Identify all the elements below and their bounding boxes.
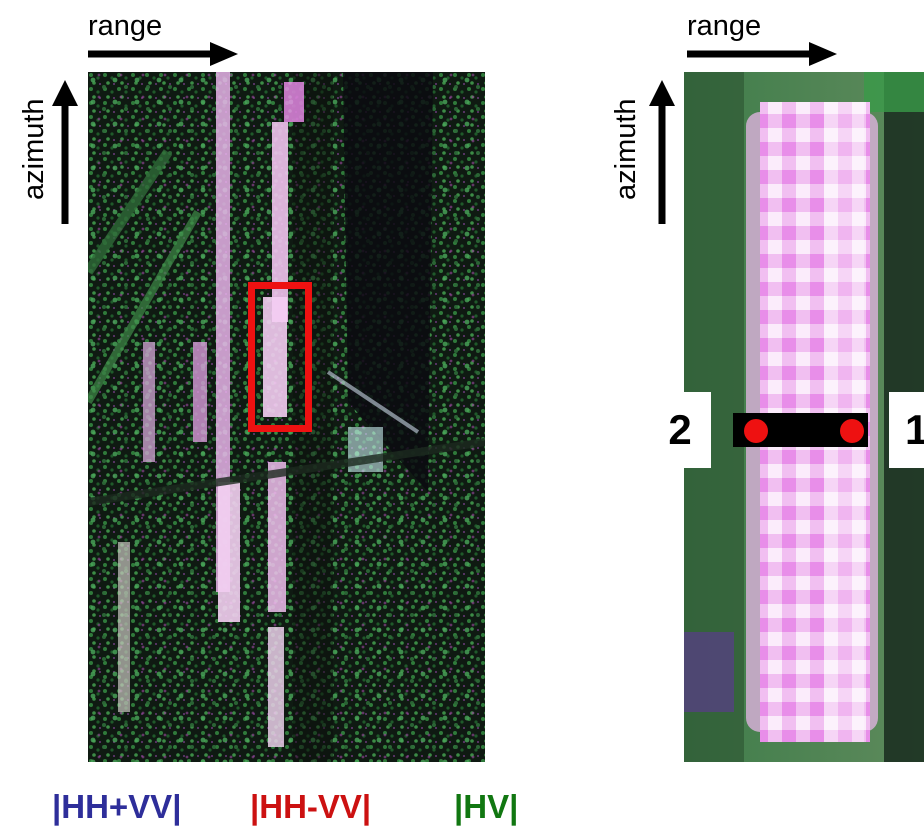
point-2-dot <box>744 419 768 443</box>
left-azimuth-label: azimuth <box>18 98 50 200</box>
right-range-label: range <box>687 10 762 42</box>
right-azimuth-label: azimuth <box>610 98 642 200</box>
right-zoom-texture <box>684 72 924 762</box>
point-1-label: 1 <box>889 392 924 468</box>
point-1-dot <box>840 419 864 443</box>
selection-box <box>248 282 312 432</box>
left-sar-texture <box>88 72 485 762</box>
legend-hv: |HV| <box>454 788 519 825</box>
left-range-arrow <box>88 42 238 66</box>
right-azimuth-arrow <box>649 80 675 224</box>
left-sar-image <box>88 72 485 762</box>
profile-bar <box>733 413 868 447</box>
right-range-arrow <box>687 42 837 66</box>
point-2-label: 2 <box>649 392 711 468</box>
left-range-label: range <box>88 10 163 42</box>
legend-hh-minus-vv: |HH-VV| <box>250 788 372 825</box>
legend-hh-plus-vv: |HH+VV| <box>52 788 182 825</box>
left-azimuth-arrow <box>52 80 78 224</box>
